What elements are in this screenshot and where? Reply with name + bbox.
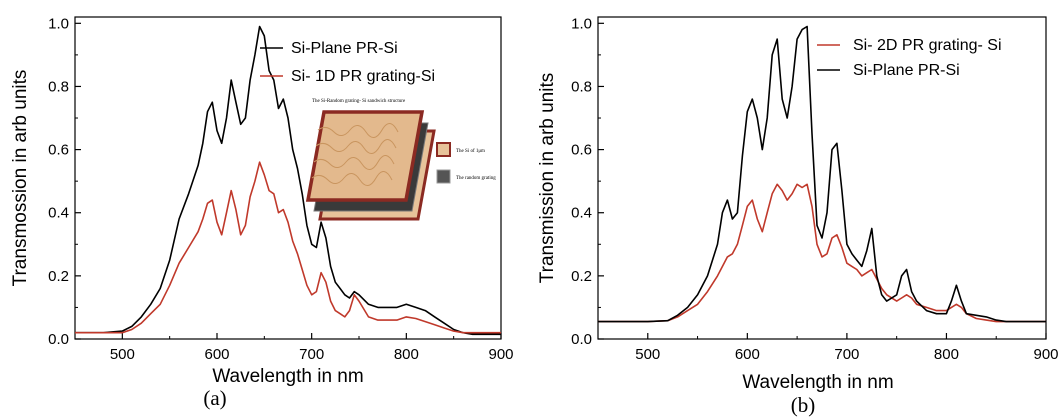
tick-labels-b: 500 600 700 800 900 0.0 0.2 0.4 0.6 0.8 1.0 [571,15,1058,363]
tick-labels-a: 500 600 700 800 900 0.0 0.2 0.4 0.6 0.8 1.0 [48,15,513,363]
series-line-b-1 [598,25,1046,323]
inset-top-layer [305,110,425,202]
x-axis-title-a: Wavelength in nm [212,366,363,387]
series-line-b-0 [598,183,1046,323]
x-tick-label-b-0: 500 [635,346,660,363]
legend-label-2d-b: Si- 2D PR grating- Si [853,37,1002,54]
panel-label-b: (b) [791,393,816,417]
inset-legend-swatch-si [436,142,451,157]
axis-ticks-a [74,22,502,340]
legend-label-1d-a: Si- 1D PR grating-Si [291,68,435,85]
series-lines-b [598,25,1046,323]
y-axis-title-a: Transmossion in arb units [10,70,31,287]
y-tick-label-b-0: 0.0 [571,331,592,348]
series-line-a-1 [75,161,501,334]
y-axis-title-b: Transmission in arb units [537,73,558,283]
legend-b: Si- 2D PR grating- Si Si-Plane PR-Si [817,37,1002,79]
x-tick-label-b-1: 600 [735,346,760,363]
x-tick-label-a-2: 700 [299,346,324,363]
series-lines-a [75,25,501,336]
y-tick-label-b-4: 0.8 [571,78,592,95]
series-line-a-0 [75,25,501,336]
plot-area-b [597,16,1047,340]
x-tick-label-a-4: 900 [488,346,513,363]
inset-legend-grating: The random grating [456,176,496,181]
legend-a: Si-Plane PR-Si Si- 1D PR grating-Si [260,40,435,85]
x-tick-label-a-1: 600 [204,346,229,363]
y-tick-label-b-5: 1.0 [571,15,592,32]
y-tick-label-b-2: 0.4 [571,205,592,222]
chart-panel-a: 500 600 700 800 900 0.0 0.2 0.4 0.6 0.8 1.0 Wavele… [10,15,514,410]
y-tick-label-a-3: 0.6 [48,142,69,159]
axis-ticks-b [597,22,1047,340]
y-tick-label-a-0: 0.0 [48,331,69,348]
plot-area-a [74,16,502,340]
legend-label-plane-a: Si-Plane PR-Si [291,40,398,57]
x-tick-label-b-3: 800 [934,346,959,363]
x-axis-title-b: Wavelength in nm [742,372,893,393]
y-tick-label-a-1: 0.2 [48,268,69,285]
inset-legend-si: The Si of 1μm [456,149,485,154]
legend-label-plane-b: Si-Plane PR-Si [853,62,960,79]
y-tick-label-b-1: 0.2 [571,268,592,285]
panel-label-a: (a) [203,386,226,410]
inset-legend-swatch-grating [436,169,451,184]
x-tick-label-a-0: 500 [110,346,135,363]
inset-surface-texture [311,123,399,186]
x-tick-label-b-2: 700 [834,346,859,363]
y-tick-label-a-4: 0.8 [48,78,69,95]
inset-structure-diagram: The Si-Random grating- Si sandwich struc… [305,99,496,221]
inset-title: The Si-Random grating- Si sandwich struc… [312,99,406,104]
x-tick-label-a-3: 800 [394,346,419,363]
x-tick-label-b-4: 900 [1033,346,1058,363]
y-tick-label-a-2: 0.4 [48,205,69,222]
y-tick-label-a-5: 1.0 [48,15,69,32]
y-tick-label-b-3: 0.6 [571,142,592,159]
chart-panel-b: 500 600 700 800 900 0.0 0.2 0.4 0.6 0.8 1.0 Wavele… [537,15,1059,417]
